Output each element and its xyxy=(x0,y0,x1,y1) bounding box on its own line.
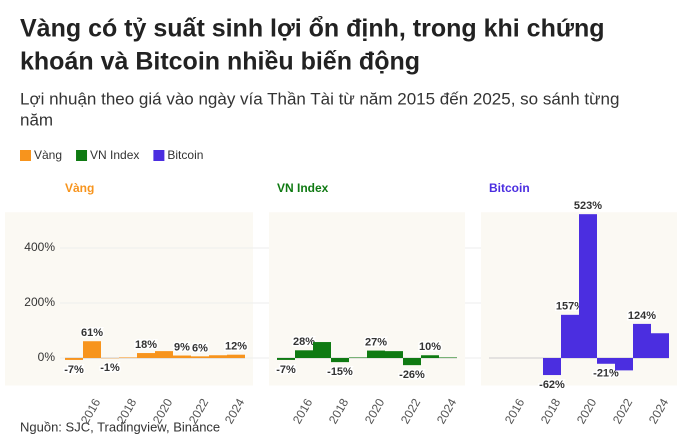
value-label: 27% xyxy=(365,336,387,348)
bar xyxy=(385,351,403,358)
bar xyxy=(561,314,579,358)
y-tick-label: 200% xyxy=(24,295,55,309)
bar xyxy=(313,342,331,358)
value-label: 10% xyxy=(419,341,441,353)
bar xyxy=(83,341,101,358)
bar xyxy=(155,351,173,358)
value-label: 61% xyxy=(81,327,103,339)
value-label: -26% xyxy=(399,369,425,381)
title-line: Vàng có tỷ suất sinh lợi ổn định, trong … xyxy=(20,15,605,43)
value-label: 9% xyxy=(174,341,190,353)
bar xyxy=(349,357,367,358)
bar xyxy=(191,356,209,358)
y-tick-label: 400% xyxy=(24,240,55,254)
bar xyxy=(439,357,457,358)
value-label: 157% xyxy=(556,301,584,313)
value-label: 12% xyxy=(225,341,247,353)
x-tick-label: 2016 xyxy=(502,396,528,426)
value-label: -21% xyxy=(593,368,619,380)
value-label: 18% xyxy=(135,339,157,351)
x-tick-label: 2024 xyxy=(222,396,248,426)
panel-title: VN Index xyxy=(277,181,329,195)
x-tick-label: 2020 xyxy=(362,396,388,426)
bar xyxy=(295,350,313,358)
bar xyxy=(65,358,83,360)
subtitle-line: Lợi nhuận theo giá vào ngày vía Thần Tài… xyxy=(20,89,619,108)
legend-label: VN Index xyxy=(90,148,139,162)
value-label: -1% xyxy=(100,362,120,374)
bar xyxy=(137,353,155,358)
bar xyxy=(651,333,669,358)
x-tick-label: 2018 xyxy=(326,396,352,426)
x-tick-label: 2020 xyxy=(574,396,600,426)
x-tick-label: 2024 xyxy=(646,396,672,426)
panel-title: Vàng xyxy=(65,181,94,195)
bar xyxy=(367,350,385,358)
title-line: khoán và Bitcoin nhiều biến động xyxy=(20,48,420,76)
legend-swatch xyxy=(153,150,165,161)
bar xyxy=(579,214,597,358)
bar xyxy=(615,358,633,371)
x-tick-label: 2022 xyxy=(610,396,636,426)
bar xyxy=(403,358,421,366)
value-label: 124% xyxy=(628,310,656,322)
bar xyxy=(227,354,245,358)
legend-label: Vàng xyxy=(34,148,62,162)
legend-swatch xyxy=(20,150,31,161)
bar xyxy=(543,358,561,376)
value-label: 28% xyxy=(293,336,315,348)
value-label: -15% xyxy=(327,366,353,378)
x-tick-label: 2022 xyxy=(398,396,424,426)
source: Nguồn: SJC, Tradingview, Binance xyxy=(20,419,220,434)
bar xyxy=(209,355,227,358)
bar xyxy=(277,358,295,360)
value-label: 523% xyxy=(574,200,602,212)
bar xyxy=(421,355,439,358)
legend-swatch xyxy=(76,150,88,161)
panel-title: Bitcoin xyxy=(489,181,530,195)
bar xyxy=(173,355,191,358)
y-tick-label: 0% xyxy=(38,350,56,364)
bar xyxy=(633,323,651,358)
bar xyxy=(119,357,137,358)
bar xyxy=(597,358,615,364)
value-label: -7% xyxy=(64,364,84,376)
value-label: -62% xyxy=(539,379,565,391)
x-tick-label: 2016 xyxy=(290,396,316,426)
panel-bg xyxy=(269,212,465,386)
bar xyxy=(331,358,349,363)
legend-label: Bitcoin xyxy=(167,148,203,162)
value-label: -7% xyxy=(276,364,296,376)
x-tick-label: 2024 xyxy=(434,396,460,426)
x-tick-label: 2018 xyxy=(538,396,564,426)
value-label: 6% xyxy=(192,342,208,354)
subtitle-line: năm xyxy=(20,110,53,129)
